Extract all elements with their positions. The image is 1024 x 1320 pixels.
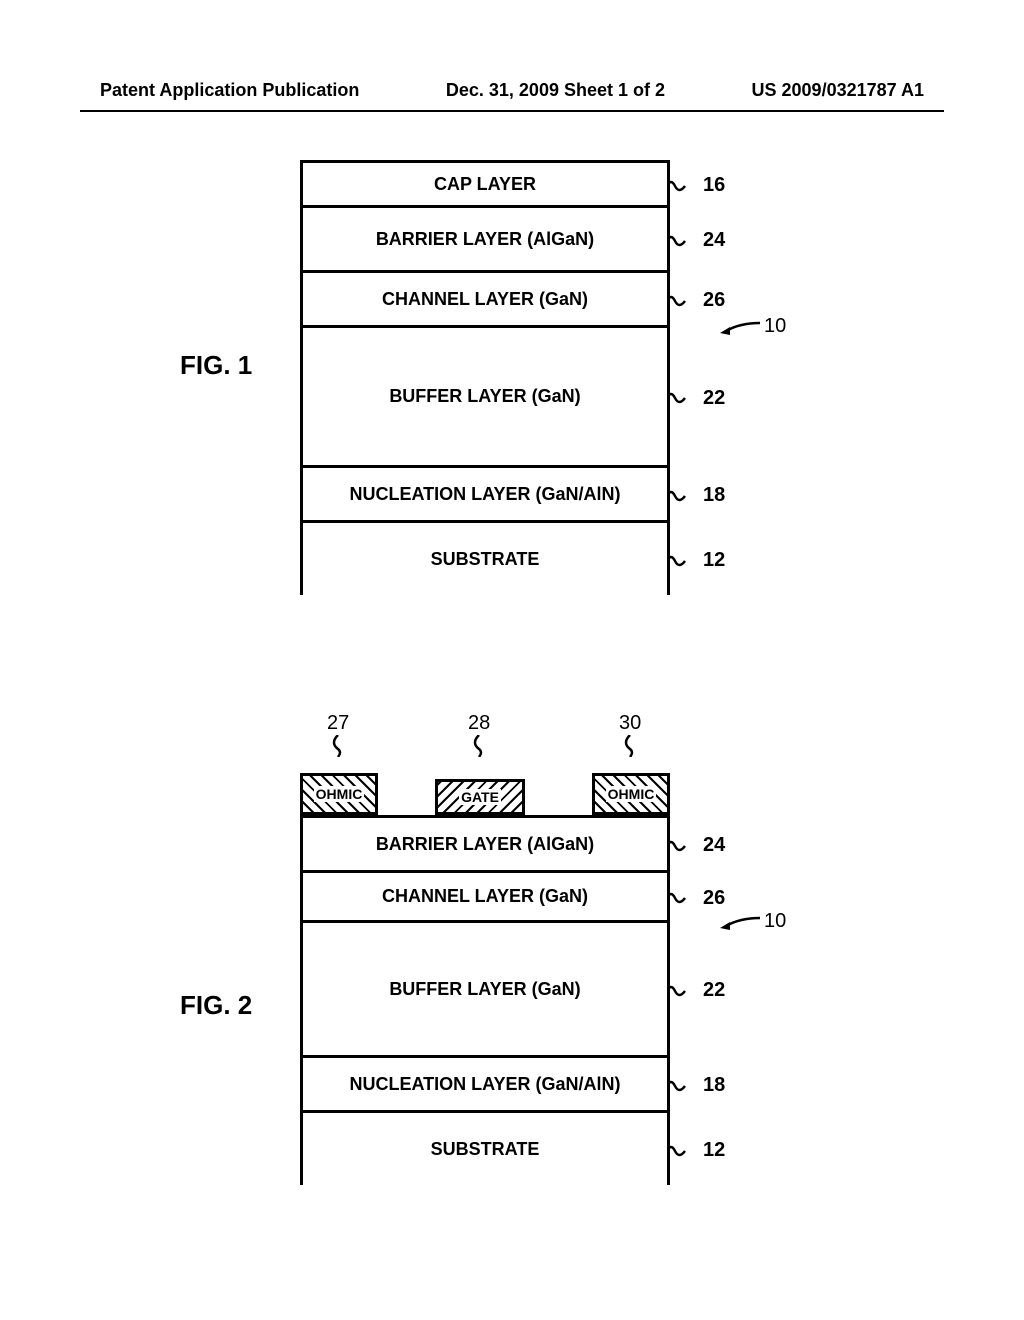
fig2-layer: BARRIER LAYER (AlGaN) 24 [300, 815, 670, 870]
ref-number: 18 [703, 484, 725, 507]
ref-number: 28 [468, 712, 490, 735]
ref-number: 27 [327, 712, 349, 735]
ref-number: 16 [703, 174, 725, 197]
fig1-stack: CAP LAYER 16BARRIER LAYER (AlGaN) 24CHAN… [300, 160, 670, 595]
header-rule [80, 110, 944, 112]
ref-number: 12 [703, 1139, 725, 1162]
layer-text: BARRIER LAYER (AlGaN) [376, 834, 594, 855]
layer-text: CHANNEL LAYER (GaN) [382, 886, 588, 907]
fig2-stack: OHMIC27 GATE28 OHMIC30 BARRIER LAYER (Al… [300, 760, 670, 1185]
layer-text: NUCLEATION LAYER (GaN/AlN) [349, 484, 620, 505]
fig2-layer: CHANNEL LAYER (GaN) 26 [300, 870, 670, 920]
ref-number: 22 [703, 979, 725, 1002]
ref-number: 26 [703, 887, 725, 910]
layer-ref: 18 [667, 1074, 725, 1098]
fig2-layer: BUFFER LAYER (GaN) 22 [300, 920, 670, 1055]
header-center: Dec. 31, 2009 Sheet 1 of 2 [446, 80, 665, 101]
ref-number: 10 [764, 315, 786, 338]
fig1-layer: CHANNEL LAYER (GaN) 26 [300, 270, 670, 325]
fig1-layer: SUBSTRATE 12 [300, 520, 670, 595]
layer-ref: 12 [667, 1139, 725, 1163]
patent-header: Patent Application Publication Dec. 31, … [0, 80, 1024, 101]
fig1-structure-ref: 10 [720, 315, 786, 338]
fig2-layer: NUCLEATION LAYER (GaN/AlN) 18 [300, 1055, 670, 1110]
layer-ref: 26 [667, 289, 725, 313]
ref-number: 30 [619, 712, 641, 735]
layer-ref: 26 [667, 886, 725, 910]
layer-ref: 16 [667, 174, 725, 198]
layer-text: NUCLEATION LAYER (GaN/AlN) [349, 1074, 620, 1095]
layer-text: CHANNEL LAYER (GaN) [382, 289, 588, 310]
ref-number: 22 [703, 387, 725, 410]
fig1-layer: NUCLEATION LAYER (GaN/AlN) 18 [300, 465, 670, 520]
contact-ref: 27 [327, 712, 349, 757]
ref-number: 18 [703, 1074, 725, 1097]
fig1-label: FIG. 1 [180, 350, 252, 381]
ref-number: 26 [703, 289, 725, 312]
ref-number: 24 [703, 229, 725, 252]
layer-ref: 24 [667, 834, 725, 858]
fig2-structure-ref: 10 [720, 910, 786, 933]
fig2-contact-left: OHMIC [300, 773, 378, 815]
header-left: Patent Application Publication [100, 80, 359, 101]
fig2-contact-gate: GATE [435, 779, 525, 815]
fig2-contact-right: OHMIC [592, 773, 670, 815]
layer-ref: 18 [667, 484, 725, 508]
fig2-label: FIG. 2 [180, 990, 252, 1021]
layer-text: BUFFER LAYER (GaN) [389, 386, 580, 407]
layer-ref: 12 [667, 549, 725, 573]
contact-ref: 30 [619, 712, 641, 757]
layer-ref: 22 [667, 386, 725, 410]
fig1-layer: CAP LAYER 16 [300, 160, 670, 205]
ref-number: 10 [764, 910, 786, 933]
ref-number: 24 [703, 834, 725, 857]
fig1-layer: BUFFER LAYER (GaN) 22 [300, 325, 670, 465]
layer-text: BARRIER LAYER (AlGaN) [376, 229, 594, 250]
contact-ref: 28 [468, 712, 490, 757]
ref-number: 12 [703, 549, 725, 572]
contact-text: GATE [459, 789, 501, 805]
page: Patent Application Publication Dec. 31, … [0, 0, 1024, 1320]
contact-text: OHMIC [606, 786, 657, 802]
layer-text: SUBSTRATE [431, 1139, 540, 1160]
layer-ref: 24 [667, 229, 725, 253]
layer-text: BUFFER LAYER (GaN) [389, 979, 580, 1000]
contact-text: OHMIC [314, 786, 365, 802]
fig1-layer: BARRIER LAYER (AlGaN) 24 [300, 205, 670, 270]
layer-ref: 22 [667, 979, 725, 1003]
layer-text: CAP LAYER [434, 174, 536, 195]
fig2-layer: SUBSTRATE 12 [300, 1110, 670, 1185]
fig2-contacts-row: OHMIC27 GATE28 OHMIC30 [300, 760, 670, 815]
header-right: US 2009/0321787 A1 [752, 80, 924, 101]
layer-text: SUBSTRATE [431, 549, 540, 570]
